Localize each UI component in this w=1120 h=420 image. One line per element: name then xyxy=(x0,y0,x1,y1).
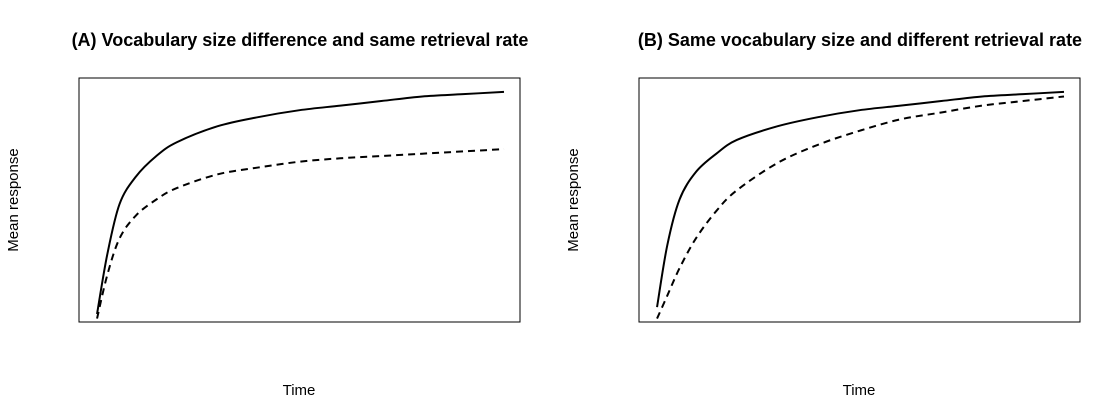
panel-b-series-dashed xyxy=(656,95,1065,319)
panel-b-frame xyxy=(638,77,1081,323)
panel-a-title: (A) Vocabulary size difference and same … xyxy=(72,30,529,50)
panel-a-frame xyxy=(78,77,521,323)
panel-a-series-solid xyxy=(96,90,505,315)
panel-a-ylabel: Mean response xyxy=(5,148,22,251)
panel-b-title: (B) Same vocabulary size and different r… xyxy=(638,30,1082,50)
panel-b: (B) Same vocabulary size and different r… xyxy=(565,30,1082,399)
panel-a-xlabel: Time xyxy=(283,382,316,399)
panel-a: (A) Vocabulary size difference and same … xyxy=(5,30,528,399)
panel-b-xlabel: Time xyxy=(843,382,876,399)
panel-b-series-solid xyxy=(656,90,1065,308)
panel-b-ylabel: Mean response xyxy=(565,148,582,251)
panel-a-series-dashed xyxy=(96,148,505,319)
